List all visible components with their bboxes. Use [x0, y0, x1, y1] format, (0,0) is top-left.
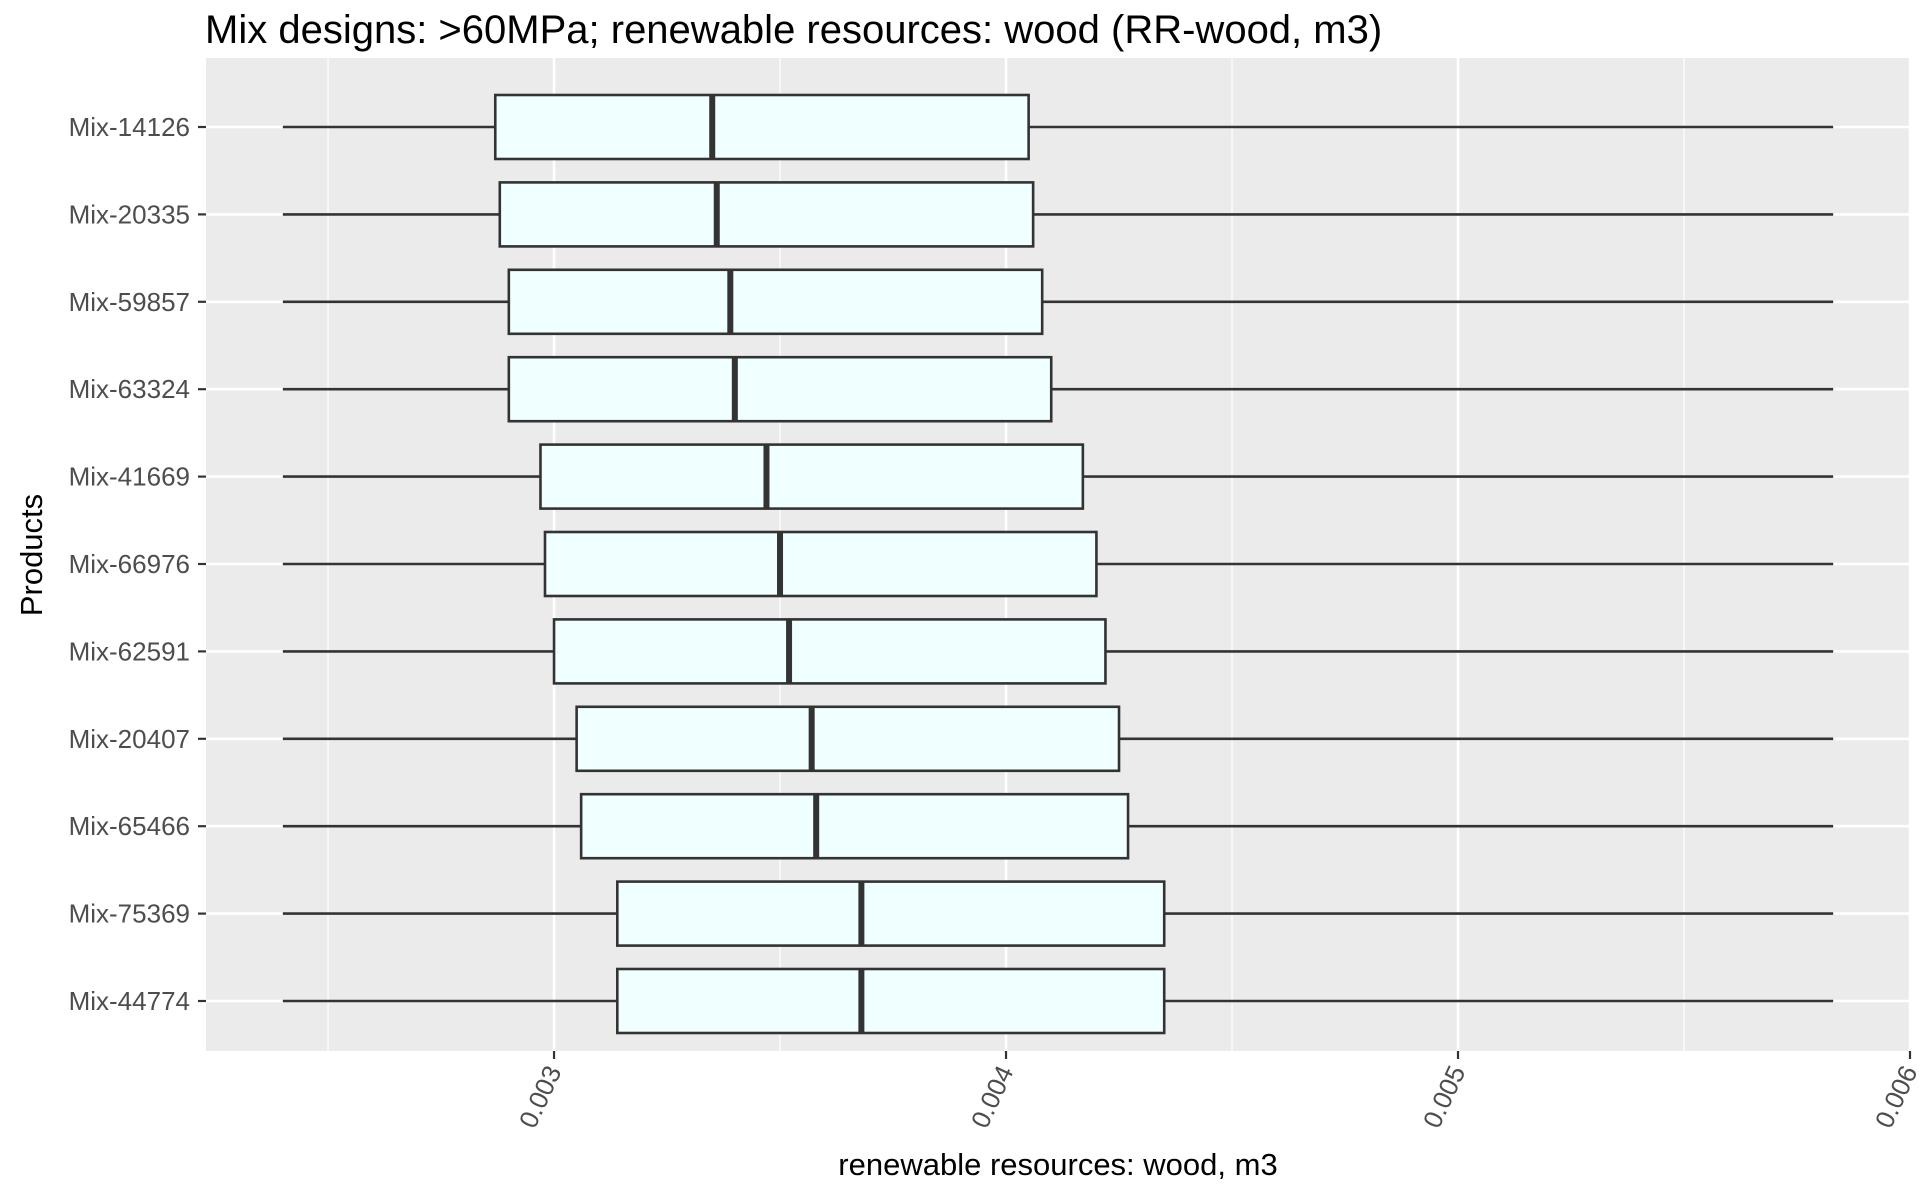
iqr-box: [507, 268, 1044, 336]
boxes: [282, 93, 1834, 1035]
iqr-box: [616, 880, 1166, 947]
iqr-box: [507, 355, 1053, 423]
y-tick-label: Mix-63324: [69, 374, 190, 404]
y-tick-label: Mix-75369: [69, 899, 190, 929]
x-axis-title: renewable resources: wood, m3: [838, 1147, 1277, 1182]
box-Mix-62591: [282, 618, 1834, 685]
iqr-box: [579, 792, 1130, 860]
y-tick-label: Mix-59857: [69, 287, 190, 317]
x-tick-label: 0.005: [1417, 1061, 1472, 1133]
y-tick-label: Mix-66976: [69, 549, 190, 579]
y-axis: Mix-14126 Mix-20335 Mix-59857 Mix-63324 Mix-…: [69, 112, 206, 1016]
y-tick-label: Mix-44774: [69, 986, 190, 1016]
y-tick-label: Mix-14126: [69, 112, 190, 142]
x-tick-label: 0.006: [1869, 1061, 1924, 1133]
y-tick-label: Mix-65466: [69, 811, 190, 841]
y-tick-label: Mix-20335: [69, 199, 190, 229]
box-Mix-20335: [282, 181, 1834, 248]
box-Mix-66976: [282, 530, 1834, 598]
box-Mix-59857: [282, 268, 1834, 336]
box-Mix-75369: [282, 880, 1834, 947]
box-Mix-63324: [282, 355, 1834, 423]
iqr-box: [552, 618, 1107, 685]
box-Mix-20407: [282, 705, 1834, 773]
box-Mix-44774: [282, 967, 1834, 1035]
x-tick-label: 0.004: [965, 1061, 1020, 1133]
x-axis: 0.003 0.004 0.005 0.006: [513, 1051, 1924, 1133]
y-axis-title: Products: [14, 494, 49, 616]
iqr-box: [616, 967, 1166, 1035]
iqr-box: [575, 705, 1121, 773]
iqr-box: [539, 443, 1085, 510]
iqr-box: [543, 530, 1098, 598]
y-tick-label: Mix-20407: [69, 724, 190, 754]
box-Mix-14126: [282, 93, 1834, 161]
y-tick-label: Mix-41669: [69, 462, 190, 492]
box-Mix-65466: [282, 792, 1834, 860]
iqr-box: [498, 181, 1035, 248]
box-Mix-41669: [282, 443, 1834, 510]
iqr-box: [493, 93, 1030, 161]
x-tick-label: 0.003: [513, 1061, 568, 1133]
y-tick-label: Mix-62591: [69, 636, 190, 666]
chart-title: Mix designs: >60MPa; renewable resources…: [205, 8, 1383, 52]
